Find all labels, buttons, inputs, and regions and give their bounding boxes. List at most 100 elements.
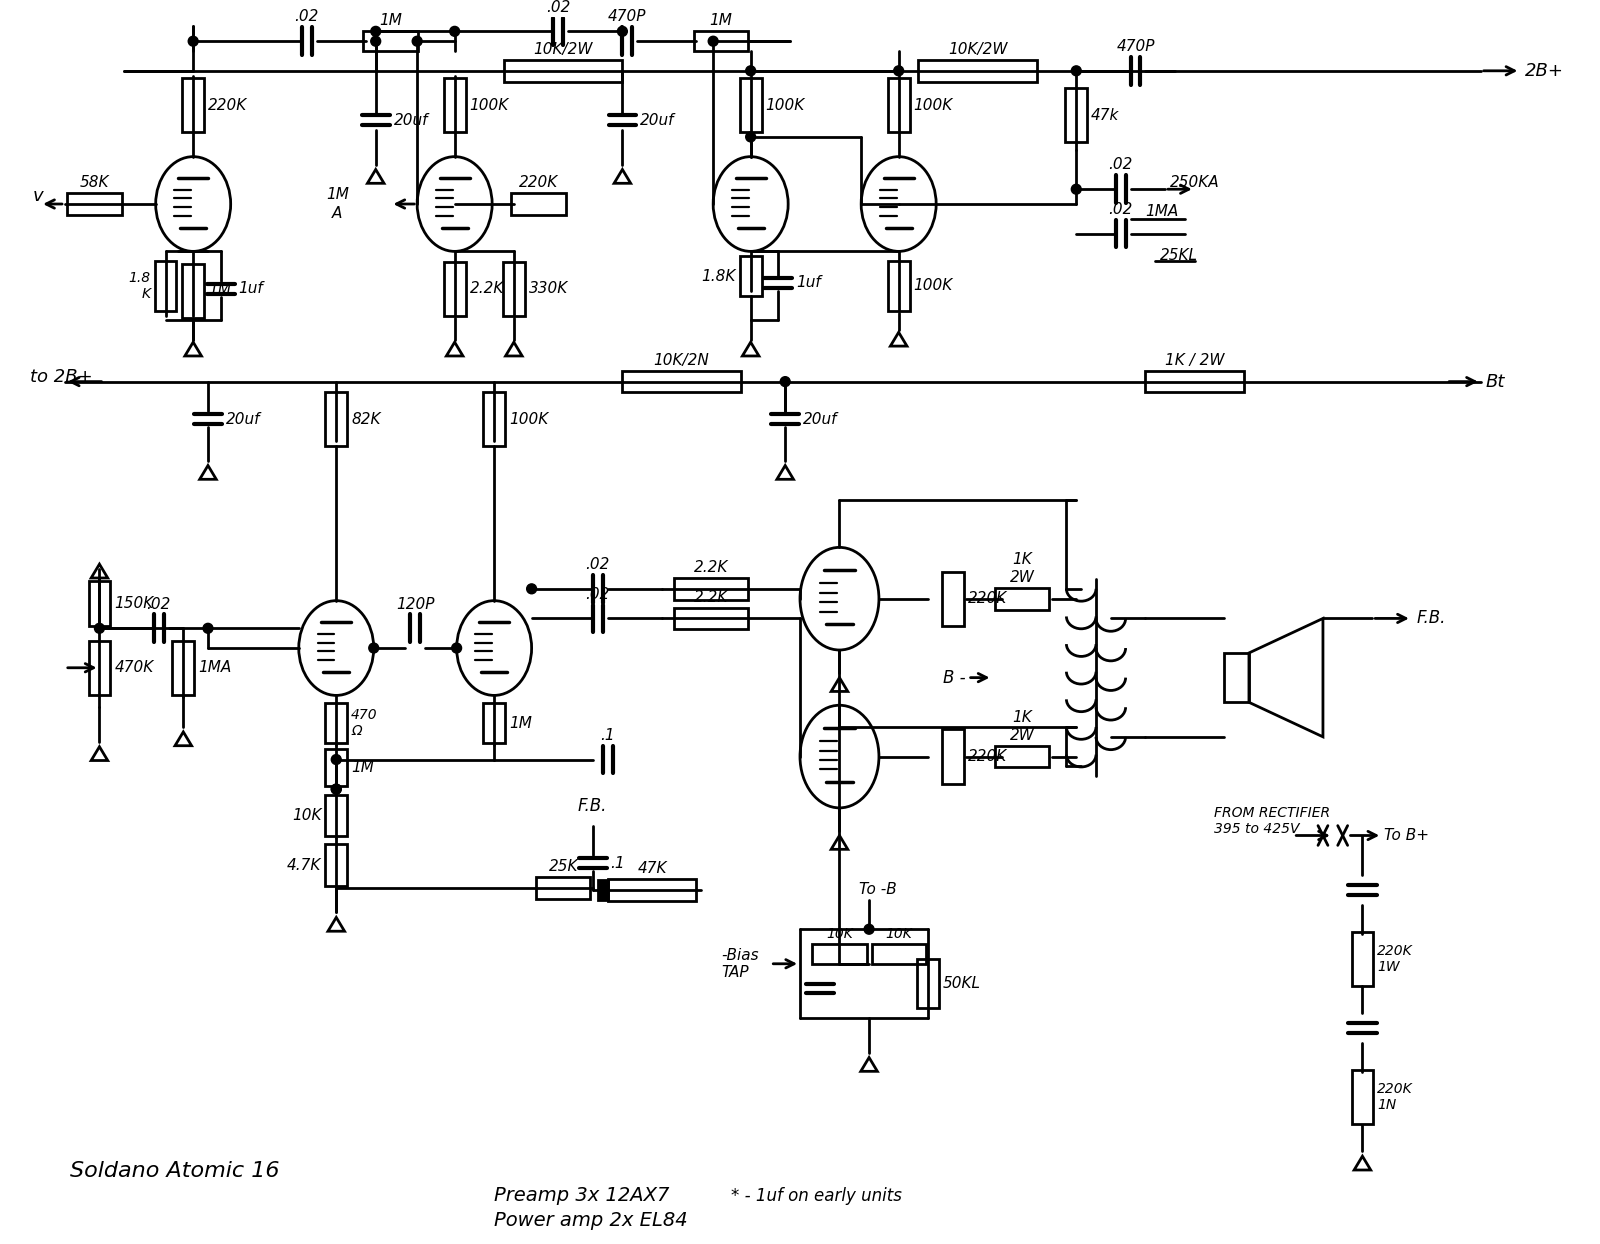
Bar xyxy=(694,31,749,51)
Bar xyxy=(512,193,566,215)
Bar xyxy=(995,588,1050,610)
Text: .02: .02 xyxy=(586,557,610,572)
Circle shape xyxy=(450,26,459,36)
Bar xyxy=(88,581,110,626)
Text: 10K/2N: 10K/2N xyxy=(654,353,709,368)
Circle shape xyxy=(203,623,213,633)
Text: 1K
2W: 1K 2W xyxy=(1010,552,1035,585)
Bar xyxy=(325,703,347,743)
Text: 220K: 220K xyxy=(968,591,1006,606)
Text: F.B.: F.B. xyxy=(578,797,608,815)
Text: -Bias
TAP: -Bias TAP xyxy=(722,948,758,980)
Circle shape xyxy=(781,377,790,387)
Text: F.B.: F.B. xyxy=(1416,610,1446,627)
Text: 220K: 220K xyxy=(208,98,248,113)
Bar xyxy=(739,78,762,132)
Circle shape xyxy=(709,36,718,46)
Bar xyxy=(942,571,963,626)
Text: 100K: 100K xyxy=(509,412,549,427)
Text: 47K: 47K xyxy=(637,861,667,876)
Text: 10K: 10K xyxy=(885,927,912,940)
Text: 1.8K: 1.8K xyxy=(701,269,736,284)
Bar xyxy=(483,392,506,447)
Bar xyxy=(483,703,506,743)
Circle shape xyxy=(370,643,379,653)
Text: 1M: 1M xyxy=(350,760,374,775)
Text: 10K/2W: 10K/2W xyxy=(533,42,594,57)
Text: 1MA: 1MA xyxy=(1146,204,1179,219)
Circle shape xyxy=(413,36,422,46)
Bar xyxy=(1224,653,1250,703)
Text: 220K: 220K xyxy=(968,749,1006,764)
Bar xyxy=(1352,1070,1373,1125)
Text: 82K: 82K xyxy=(350,412,381,427)
Circle shape xyxy=(746,66,755,76)
Text: 100K: 100K xyxy=(914,98,952,113)
Text: 47k: 47k xyxy=(1091,108,1120,123)
Circle shape xyxy=(371,36,381,46)
Circle shape xyxy=(371,26,381,36)
Text: 1.8
K: 1.8 K xyxy=(128,271,150,301)
Text: .02: .02 xyxy=(294,10,318,25)
Text: To -B: To -B xyxy=(859,882,898,897)
Text: 1M: 1M xyxy=(326,187,349,202)
Text: 1K / 2W: 1K / 2W xyxy=(1165,353,1224,368)
Text: .02: .02 xyxy=(586,587,610,602)
Text: .02: .02 xyxy=(546,0,571,15)
Circle shape xyxy=(746,132,755,142)
Bar xyxy=(443,78,466,132)
Bar xyxy=(325,392,347,447)
Text: B -: B - xyxy=(942,668,966,687)
Text: 20uf: 20uf xyxy=(803,412,837,427)
Text: 1M: 1M xyxy=(509,715,531,730)
Circle shape xyxy=(526,583,536,593)
Text: 470P: 470P xyxy=(608,10,646,25)
Bar xyxy=(182,78,205,132)
Text: Soldano Atomic 16: Soldano Atomic 16 xyxy=(70,1161,280,1181)
Text: 1K
2W: 1K 2W xyxy=(1010,710,1035,743)
Text: 4.7K: 4.7K xyxy=(286,857,322,872)
Circle shape xyxy=(94,623,104,633)
Text: 58K: 58K xyxy=(80,175,109,190)
Text: 2B+: 2B+ xyxy=(1525,62,1565,80)
Bar xyxy=(173,641,194,695)
Text: 2.2K: 2.2K xyxy=(694,560,728,575)
Text: 1M: 1M xyxy=(208,284,230,299)
Text: 1MA: 1MA xyxy=(198,661,232,675)
Text: 10K: 10K xyxy=(291,809,322,824)
Circle shape xyxy=(864,924,874,934)
Bar xyxy=(155,261,176,311)
Bar xyxy=(443,261,466,316)
Bar xyxy=(674,578,749,600)
Bar xyxy=(325,845,347,886)
Bar xyxy=(598,880,608,899)
Bar xyxy=(325,749,347,786)
Bar xyxy=(504,60,622,82)
Circle shape xyxy=(331,755,341,765)
Text: 220K
1N: 220K 1N xyxy=(1378,1082,1413,1112)
Bar xyxy=(88,641,110,695)
Circle shape xyxy=(331,784,341,794)
Text: 150K: 150K xyxy=(114,596,154,611)
Text: 20uf: 20uf xyxy=(394,113,427,128)
Text: 100K: 100K xyxy=(765,98,805,113)
Text: 100K: 100K xyxy=(914,279,952,294)
Bar xyxy=(182,264,205,318)
Bar xyxy=(622,371,741,392)
Circle shape xyxy=(331,784,341,794)
Bar xyxy=(942,729,963,784)
Bar xyxy=(1066,88,1086,142)
Text: .02: .02 xyxy=(147,597,171,612)
Bar xyxy=(536,877,590,898)
Bar xyxy=(325,795,347,836)
Text: 25KL: 25KL xyxy=(1160,248,1198,262)
Circle shape xyxy=(618,26,627,36)
Text: to 2B+: to 2B+ xyxy=(30,368,93,386)
Text: 330K: 330K xyxy=(528,281,568,296)
Text: 25K: 25K xyxy=(549,860,578,875)
Text: FROM RECTIFIER
395 to 425V: FROM RECTIFIER 395 to 425V xyxy=(1214,806,1331,836)
Bar xyxy=(608,880,696,901)
Text: 2.2K: 2.2K xyxy=(694,590,728,605)
Text: 220K: 220K xyxy=(518,175,558,190)
Text: 2.2K: 2.2K xyxy=(469,281,504,296)
